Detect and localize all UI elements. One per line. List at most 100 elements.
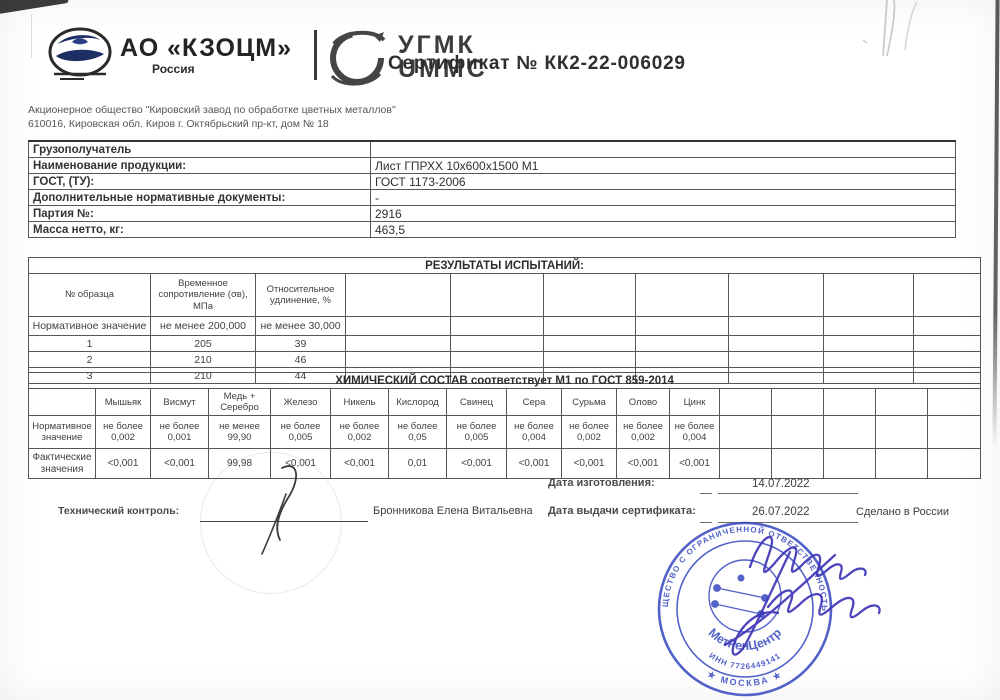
info-row-value: ГОСТ 1173-2006 bbox=[370, 173, 956, 190]
results-column-header bbox=[823, 273, 914, 317]
chem-norm-value bbox=[926, 415, 982, 449]
chem-element-header bbox=[926, 388, 982, 416]
kzocm-logo-icon bbox=[48, 27, 112, 80]
chem-element-header bbox=[771, 388, 824, 416]
results-data-row: 1 205 39 bbox=[28, 335, 981, 352]
results-norm-row: Нормативное значение не менее 200,000 не м… bbox=[28, 316, 981, 336]
chem-fact-row: Фактические значения <0,001 <0,001 99,98 <0,… bbox=[28, 448, 982, 479]
chem-norm-value: не более 0,005 bbox=[446, 415, 507, 449]
chem-norm-value: не менее 99,90 bbox=[208, 415, 271, 449]
results-data-cell bbox=[450, 335, 544, 352]
company-block: Акционерное общество "Кировский завод по… bbox=[28, 104, 396, 131]
results-data-cell bbox=[728, 351, 824, 368]
chem-norm-label: Нормативное значение bbox=[28, 415, 96, 449]
chem-element-header: Никель bbox=[330, 388, 389, 416]
results-data-cell bbox=[635, 351, 729, 368]
chem-element-header bbox=[823, 388, 876, 416]
results-column-header bbox=[450, 273, 544, 317]
results-norm-value bbox=[823, 316, 914, 336]
chem-fact-value: <0,001 bbox=[561, 448, 617, 479]
info-row-label: Наименование продукции: bbox=[28, 157, 371, 174]
results-data-cell: 2 bbox=[28, 351, 151, 368]
results-norm-label: Нормативное значение bbox=[28, 316, 151, 336]
chem-element-header: Свинец bbox=[446, 388, 507, 416]
chem-norm-value bbox=[875, 415, 928, 449]
results-data-cell: 205 bbox=[150, 335, 256, 352]
results-data-cell bbox=[450, 351, 544, 368]
results-norm-value bbox=[450, 316, 544, 336]
company-address: 610016, Кировская обл. Киров г. Октябрьс… bbox=[28, 117, 329, 130]
manufacture-date-label: Дата изготовления: bbox=[548, 477, 655, 489]
company-name: Акционерное общество "Кировский завод по… bbox=[28, 104, 396, 116]
chem-fact-value bbox=[926, 448, 982, 479]
results-norm-value bbox=[345, 316, 451, 336]
chem-fact-value bbox=[823, 448, 876, 479]
info-row-label: Масса нетто, кг: bbox=[28, 221, 371, 238]
results-norm-value bbox=[913, 316, 981, 336]
underline-dash bbox=[700, 493, 712, 494]
info-row: Партия №: 2916 bbox=[28, 205, 956, 222]
chem-fact-value: <0,001 bbox=[669, 448, 720, 479]
tech-control-label: Технический контроль: bbox=[58, 505, 180, 517]
chem-title-row: ХИМИЧЕСКИЙ СОСТАВ соответствует М1 по ГО… bbox=[27, 372, 982, 389]
chem-element-header: Сурьма bbox=[561, 388, 617, 416]
chem-fact-value: <0,001 bbox=[446, 448, 507, 479]
chem-fact-label: Фактические значения bbox=[28, 448, 96, 479]
results-data-cell bbox=[635, 335, 729, 352]
chem-fact-value: <0,001 bbox=[506, 448, 562, 479]
results-data-cell bbox=[913, 351, 981, 368]
chem-element-header: Медь + Серебро bbox=[208, 388, 271, 416]
results-norm-value: не менее 200,000 bbox=[150, 316, 256, 336]
info-row: Масса нетто, кг: 463,5 bbox=[28, 221, 956, 238]
chemical-composition-table: ХИМИЧЕСКИЙ СОСТАВ соответствует М1 по ГО… bbox=[27, 372, 982, 479]
results-column-header bbox=[543, 273, 636, 317]
chem-norm-value: не более 0,004 bbox=[669, 415, 720, 449]
results-header-row: № образца Временное сопротивление (σв), М… bbox=[28, 273, 981, 317]
results-data-cell bbox=[543, 335, 636, 352]
results-data-cell: 210 bbox=[150, 351, 256, 368]
chem-element-header: Железо bbox=[270, 388, 331, 416]
results-column-header bbox=[635, 273, 729, 317]
certificate-title: Сертификат № КК2-22-006029 bbox=[388, 53, 686, 74]
logo-divider bbox=[314, 30, 317, 80]
info-row-label: Грузополучатель bbox=[28, 140, 371, 158]
results-norm-value: не менее 30,000 bbox=[255, 316, 346, 336]
chem-element-header bbox=[719, 388, 772, 416]
info-row-label: Дополнительные нормативные документы: bbox=[28, 189, 371, 206]
results-data-cell: 39 bbox=[255, 335, 346, 352]
chem-norm-value bbox=[823, 415, 876, 449]
underline-dash bbox=[700, 522, 712, 523]
made-in-russia-label: Сделано в России bbox=[856, 506, 950, 518]
results-data-cell: 46 bbox=[255, 351, 346, 368]
info-row: Наименование продукции: Лист ГПРХХ 10х600… bbox=[28, 157, 956, 174]
info-row-label: Партия №: bbox=[28, 205, 371, 222]
info-table-body: Грузополучатель Наименование продукции: Ли… bbox=[28, 140, 956, 238]
results-title-row: РЕЗУЛЬТАТЫ ИСПЫТАНИЙ: bbox=[28, 257, 981, 274]
controller-name: Бронникова Елена Витальевна bbox=[373, 505, 533, 517]
chem-norm-value: не более 0,004 bbox=[506, 415, 562, 449]
results-data-cell: 1 bbox=[28, 335, 151, 352]
chem-fact-value bbox=[719, 448, 772, 479]
chem-norm-value: не более 0,05 bbox=[388, 415, 447, 449]
chem-header-row: Мышьяк Висмут Медь + Серебро Железо Никель Ки… bbox=[28, 388, 982, 416]
chem-norm-value bbox=[771, 415, 824, 449]
chem-element-header: Кислород bbox=[388, 388, 447, 416]
tech-control-signature bbox=[261, 465, 297, 555]
info-row: ГОСТ, (ТУ): ГОСТ 1173-2006 bbox=[28, 173, 956, 190]
issue-date-value: 26.07.2022 bbox=[752, 506, 810, 518]
results-table: РЕЗУЛЬТАТЫ ИСПЫТАНИЙ: № образца Временное … bbox=[28, 257, 981, 384]
chem-fact-value: <0,001 bbox=[616, 448, 670, 479]
chem-element-header: Висмут bbox=[150, 388, 209, 416]
results-column-header: № образца bbox=[28, 273, 151, 317]
info-row-value: - bbox=[370, 189, 956, 206]
chem-fact-value bbox=[875, 448, 928, 479]
info-row-label: ГОСТ, (ТУ): bbox=[28, 173, 371, 190]
chem-norm-value: не более 0,005 bbox=[270, 415, 331, 449]
results-data-cell bbox=[728, 335, 824, 352]
issue-date-label: Дата выдачи сертификата: bbox=[548, 505, 696, 517]
results-data-cell bbox=[543, 351, 636, 368]
ugmk-line2: UMMC bbox=[398, 55, 488, 83]
ugmk-logo-text: УГМК UMMC bbox=[398, 33, 488, 83]
chem-norm-value: не более 0,001 bbox=[150, 415, 209, 449]
results-column-header bbox=[345, 273, 451, 317]
